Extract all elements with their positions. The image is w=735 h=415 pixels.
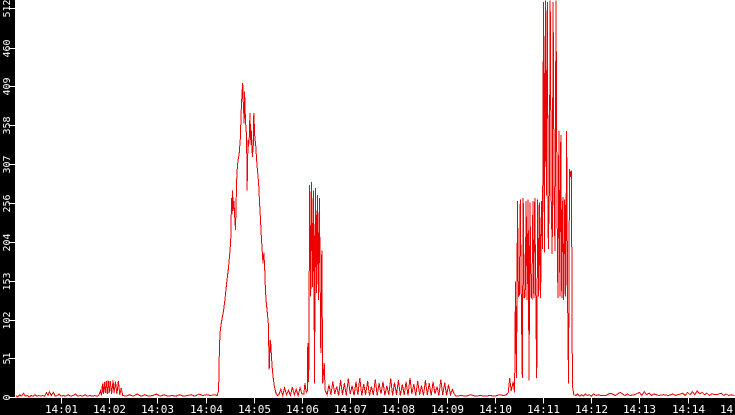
- x-axis-label: 14:05: [238, 403, 271, 415]
- y-axis-label: 256: [2, 194, 13, 212]
- x-axis-label: 14:15: [720, 403, 735, 415]
- x-axis-label: 14:08: [382, 403, 415, 415]
- x-axis-label: 14:04: [190, 403, 223, 415]
- y-axis-label: 102: [2, 311, 13, 329]
- y-axis-label: 0: [2, 394, 13, 400]
- x-axis-label: 14:02: [93, 403, 126, 415]
- x-axis-label: 14:11: [527, 403, 560, 415]
- y-axis-label: 51: [2, 352, 13, 364]
- y-axis-label: 358: [2, 116, 13, 134]
- plot-area: [15, 0, 735, 398]
- x-axis-label: 14:06: [286, 403, 319, 415]
- x-axis-label: 14:09: [431, 403, 464, 415]
- x-axis-label: 14:07: [334, 403, 367, 415]
- y-axis-label: 409: [2, 77, 13, 95]
- x-axis-label: 14:13: [623, 403, 656, 415]
- x-axis-label: 14:14: [672, 403, 705, 415]
- y-axis-label: 307: [2, 155, 13, 173]
- x-axis-label: 14:12: [575, 403, 608, 415]
- y-axis-label: 153: [2, 272, 13, 290]
- x-axis-label: 14:03: [141, 403, 174, 415]
- y-axis-label: 512: [2, 0, 13, 18]
- y-axis-label: 204: [2, 233, 13, 251]
- x-axis-label: 14:10: [479, 403, 512, 415]
- x-axis-label: 14:01: [45, 403, 78, 415]
- x-axis: 14:01 14:02 14:03 14:04 14:05 14:06 14:07 14:08…: [45, 398, 735, 415]
- series-line: [15, 0, 735, 398]
- y-axis-label: 460: [2, 39, 13, 57]
- y-axis: 512 460 409 358 307 256 204 153 102 51 0: [2, 0, 15, 401]
